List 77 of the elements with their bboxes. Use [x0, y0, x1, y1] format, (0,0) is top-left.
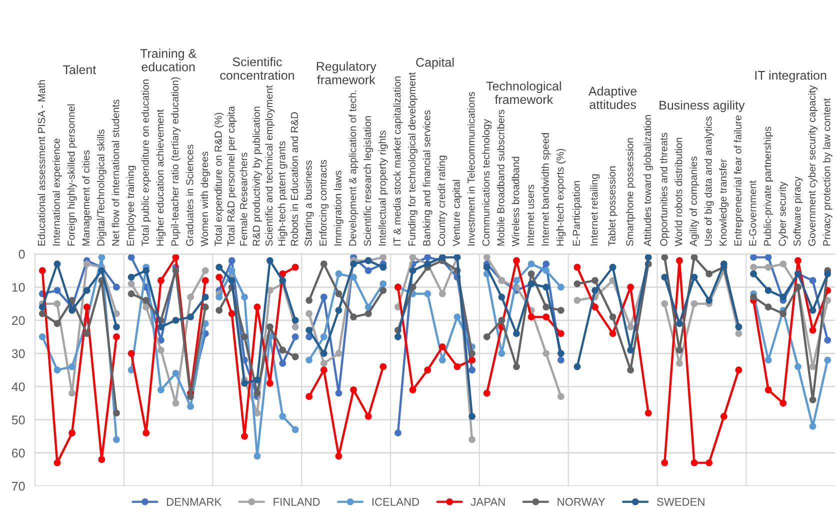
x-tick-label: Robots in Education and R&D [290, 112, 298, 246]
x-tick-label: High-tech exports (%) [556, 148, 566, 246]
y-tick-label: 50 [12, 416, 25, 424]
x-tick-label: Government cyber security capacity [808, 85, 818, 246]
x-tick-label: Use of big data and analytics [704, 116, 714, 246]
x-tick-label: Net flow of international students [112, 100, 120, 246]
x-tick-label: Employee training [126, 166, 136, 246]
x-tick-label: Cyber security [778, 182, 788, 246]
y-tick-label: 70 [12, 482, 25, 491]
x-tick-label: International experience [52, 138, 62, 246]
x-tick-label: Entrepreneurial fear of failure [734, 115, 744, 246]
x-tick-label: Pupil-teacher ratio (tertiary education) [171, 77, 180, 246]
x-tick-label: Intellectual property rights [378, 130, 388, 246]
x-tick-label: Internet bandwidth speed [541, 133, 551, 246]
legend-label: NORWAY [558, 498, 606, 506]
x-tick-label: Banking and financial services [422, 110, 432, 246]
chart-title: Talent [63, 64, 96, 74]
chart-title: Business agility [660, 100, 745, 112]
x-tick-label: Foreign highly-skilled personnel [67, 104, 77, 246]
x-tick-label: Total R&D personnel per capita [227, 106, 237, 246]
x-tick-label: Software piracy [793, 176, 803, 246]
x-tick-label: Graduates in Sciences [186, 144, 194, 246]
x-tick-label: Enforcing contracts [319, 160, 329, 246]
x-tick-label: Female Researchers [240, 152, 248, 246]
y-tick-label: 0 [18, 250, 25, 259]
chart-title: Scientific concentration [220, 57, 294, 80]
x-tick-label: Tablet possession [608, 166, 618, 246]
x-tick-label: Higher education achievement [156, 109, 166, 246]
legend-label: JAPAN [470, 498, 505, 506]
y-tick-label: 10 [12, 282, 25, 292]
x-tick-label: Starting a business [304, 160, 314, 246]
x-tick-label: Total public expenditure on education [141, 80, 151, 246]
chart-title: IT integration [755, 70, 826, 82]
x-tick-label: Venture capital [452, 180, 462, 246]
x-tick-label: World robots distribution [674, 138, 682, 246]
x-tick-label: Investment in Telecommunications [467, 92, 475, 246]
x-tick-label: Country credit rating [438, 156, 448, 246]
x-tick-label: Immigration laws [334, 170, 344, 246]
x-tick-label: Management of cities [82, 150, 92, 246]
x-tick-label: Mobile Broadband subscribers [496, 110, 504, 246]
legend-label: ICELAND [372, 498, 420, 506]
x-tick-label: Privacy protection by law content [822, 98, 832, 246]
x-tick-label: Internet users [526, 184, 534, 246]
x-tick-label: High-tech patent grants [278, 141, 288, 246]
y-tick-label: 20 [12, 316, 25, 325]
legend-label: DENMARK [167, 498, 222, 506]
x-tick-label: Agility of companies [690, 156, 699, 246]
x-tick-label: Communications technology [482, 119, 492, 246]
x-tick-label: IT & media stock market capitalization [393, 76, 403, 246]
x-tick-label: R&D productivity by publication [252, 106, 262, 246]
x-tick-label: Digital/Technological skills [96, 130, 106, 246]
x-tick-label: Development & application of tech. [348, 90, 358, 246]
chart-title: Technological framework [486, 81, 561, 104]
x-tick-label: Funding for technological development [408, 72, 418, 246]
chart-title: Capital [416, 58, 454, 70]
x-tick-label: Internet retailing [590, 174, 600, 246]
x-tick-label: Wireless broadband [512, 156, 520, 246]
y-tick-label: 30 [12, 349, 25, 358]
x-tick-label: E-Participation [572, 181, 582, 246]
x-tick-label: E-Government [749, 180, 756, 246]
chart-title: Regulatory framework [316, 62, 376, 84]
x-tick-label: Total expenditure on R&D (%) [214, 112, 224, 246]
y-tick-label: 40 [12, 382, 25, 392]
x-tick-label: Smartphone possession [626, 138, 636, 246]
legend-label: SWEDEN [656, 498, 704, 506]
x-tick-label: Women with degrees [200, 152, 210, 246]
y-tick-label: 60 [12, 448, 25, 458]
x-tick-label: Educational assessment PISA - Math [38, 80, 46, 246]
x-tick-label: Opportunities and threats [660, 132, 670, 246]
legend-label: FINLAND [274, 498, 320, 506]
x-tick-label: Attitudes toward globalization [644, 115, 654, 246]
x-tick-label: Knowledge transfer [719, 159, 729, 246]
x-tick-label: Scientific research legislation [364, 116, 374, 246]
x-tick-label: Scientific and technical employment [265, 85, 275, 246]
chart-title: Adaptive attitudes [588, 86, 637, 110]
x-tick-label: Public-private partnerships [764, 126, 774, 246]
chart-title: Training & education [140, 48, 196, 72]
